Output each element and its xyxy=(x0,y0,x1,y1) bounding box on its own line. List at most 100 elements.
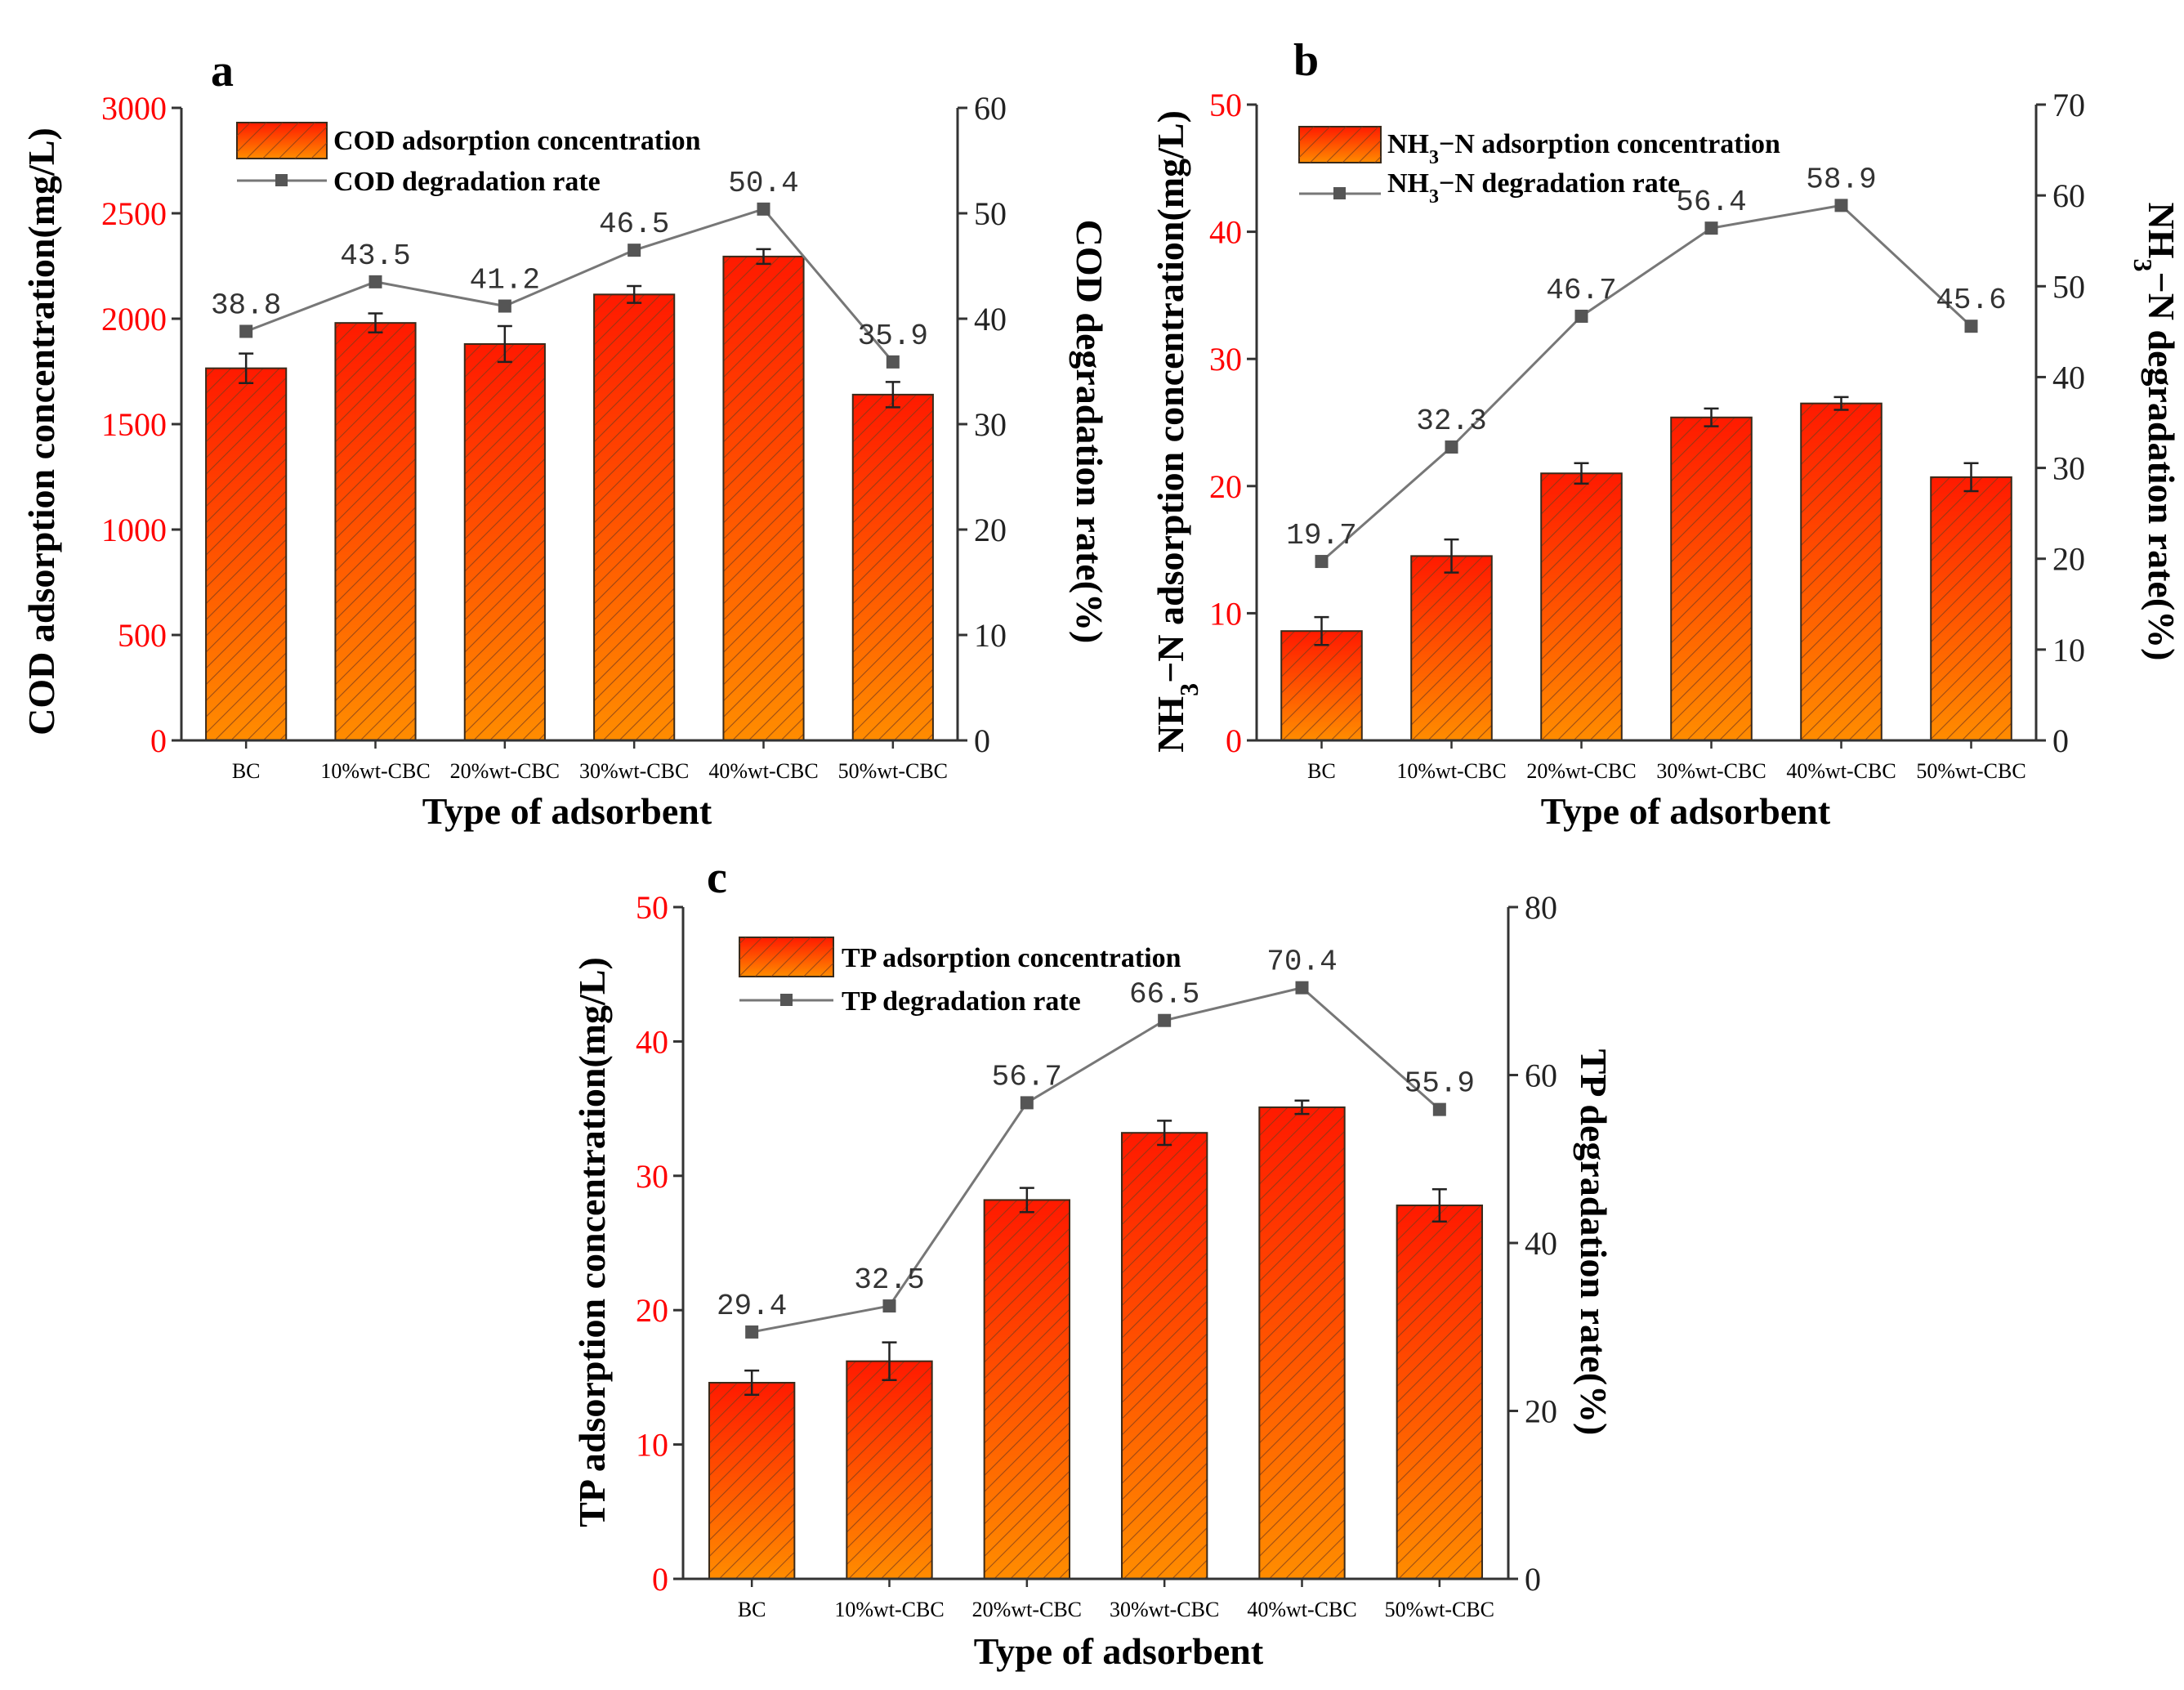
panel-c-category-label-1: 10%wt-CBC xyxy=(834,1598,944,1621)
panel-b-category-label-3: 30%wt-CBC xyxy=(1656,759,1766,783)
panel-b-bar-hatch-3 xyxy=(1670,416,1753,741)
panel-b-bar-hatch-0 xyxy=(1280,630,1363,742)
panel-c-right-tick-label-3: 60 xyxy=(1525,1057,1557,1094)
panel-c-legend-line-label: TP degradation rate xyxy=(842,986,1081,1017)
panel-c-x-axis-title: Type of adsorbent xyxy=(974,1630,1264,1672)
panel-a-category-label-2: 20%wt-CBC xyxy=(450,759,560,783)
panel-b-line-marker-4 xyxy=(1834,199,1848,212)
panel-a-legend-line-label: COD degradation rate xyxy=(333,167,601,197)
panel-a-left-tick-label-0: 0 xyxy=(150,722,167,759)
panel-a-category-label-0: BC xyxy=(232,759,261,783)
panel-c-line-marker-0 xyxy=(745,1325,759,1339)
panel-a-right-tick-label-2: 20 xyxy=(974,512,1007,548)
panel-b-right-tick-label-7: 70 xyxy=(2052,87,2085,123)
panel-a-line-marker-0 xyxy=(239,324,253,338)
panel-c-data-label-2: 56.7 xyxy=(992,1060,1062,1093)
panel-c-data-label-3: 66.5 xyxy=(1129,978,1199,1012)
panel-a-legend: COD adsorption concentration COD degrada… xyxy=(236,122,701,197)
panel-b-bar-hatch-5 xyxy=(1930,476,2012,742)
panel-a-legend-bar-label: COD adsorption concentration xyxy=(333,126,701,156)
panel-a-data-label-3: 46.5 xyxy=(599,208,669,241)
panel-c-category-label-4: 40%wt-CBC xyxy=(1247,1598,1356,1621)
panel-c-legend-marker xyxy=(780,994,793,1006)
panel-c-bar-hatch-1 xyxy=(846,1360,933,1580)
panel-c: c 0 10 20 30 40 50 0 20 40 60 80 BC 10%wt-CBC 20%wt-C… xyxy=(571,852,1615,1672)
panel-c-left-tick-label-5: 50 xyxy=(636,889,668,926)
panel-b-bar-hatch-4 xyxy=(1800,402,1883,741)
panel-a-right-tick-label-0: 0 xyxy=(974,722,990,759)
panel-b-category-label-5: 50%wt-CBC xyxy=(1916,759,2025,783)
panel-c-bar-hatch-3 xyxy=(1120,1132,1208,1580)
panel-a-plot: 0 500 1000 1500 2000 2500 3000 0 10 20 30 40 50 60 BC 1… xyxy=(101,90,1007,783)
panel-b-left-tick-label-3: 30 xyxy=(1209,341,1242,378)
panel-b-left-axis-title: NH3−N adsorption concentration(mg/L) xyxy=(1150,110,1204,753)
panel-c-category-label-0: BC xyxy=(738,1598,766,1621)
panel-c-left-tick-label-4: 40 xyxy=(636,1023,668,1060)
panel-b-label: b xyxy=(1293,35,1319,86)
panel-c-label: c xyxy=(707,852,727,903)
panel-b-category-label-0: BC xyxy=(1307,759,1336,783)
panel-b-legend-bar-swatch-hatch xyxy=(1299,127,1381,163)
panel-a-left-tick-label-4: 2000 xyxy=(101,301,167,338)
panel-c-line-marker-5 xyxy=(1432,1102,1446,1116)
panel-a-line-marker-2 xyxy=(498,299,511,313)
panel-c-category-label-3: 30%wt-CBC xyxy=(1110,1598,1219,1621)
panel-a: a 0 500 1000 1500 2000 2500 3000 0 10 20 30 40 50 60 B… xyxy=(20,46,1110,832)
panel-b-category-label-1: 10%wt-CBC xyxy=(1396,759,1506,783)
panel-a-line-marker-1 xyxy=(368,275,382,288)
panel-a-bar-hatch-2 xyxy=(463,342,546,741)
panel-b-left-tick-label-5: 50 xyxy=(1209,87,1242,123)
panel-a-data-label-4: 50.4 xyxy=(728,167,798,200)
panel-b-legend-marker xyxy=(1333,187,1346,199)
panel-b-x-axis-title: Type of adsorbent xyxy=(1541,790,1831,832)
panel-c-right-tick-label-0: 0 xyxy=(1525,1561,1541,1598)
panel-a-line-marker-5 xyxy=(886,355,900,369)
panel-c-category-label-5: 50%wt-CBC xyxy=(1385,1598,1494,1621)
panel-b-line-marker-5 xyxy=(1964,320,1978,333)
panel-a-right-tick-label-5: 50 xyxy=(974,195,1007,232)
panel-b-right-tick-label-2: 20 xyxy=(2052,541,2085,578)
panel-b-right-axis-title: NH3−N degradation rate(%) xyxy=(2128,203,2182,661)
panel-a-bar-hatch-0 xyxy=(205,367,288,741)
panel-c-line-marker-2 xyxy=(1020,1096,1034,1110)
panel-c-left-tick-label-3: 30 xyxy=(636,1158,668,1195)
panel-c-data-label-0: 29.4 xyxy=(717,1290,787,1323)
panel-b-data-label-3: 56.4 xyxy=(1676,186,1746,219)
panel-a-legend-marker xyxy=(275,174,288,186)
panel-b-legend-line-label: NH3−N degradation rate xyxy=(1387,168,1680,208)
panel-a-data-label-2: 41.2 xyxy=(470,264,540,297)
panel-b-degradation-line xyxy=(1320,203,1972,563)
panel-b-data-label-4: 58.9 xyxy=(1806,163,1876,196)
panel-b-right-tick-label-3: 30 xyxy=(2052,450,2085,487)
panel-b-line-marker-2 xyxy=(1574,309,1588,323)
panel-c-line-marker-3 xyxy=(1158,1013,1172,1027)
panel-b-line-marker-0 xyxy=(1315,555,1329,569)
panel-a-degradation-line xyxy=(245,208,894,363)
panel-a-left-tick-label-6: 3000 xyxy=(101,90,167,127)
panel-b-data-label-1: 32.3 xyxy=(1416,405,1486,438)
panel-c-bar-hatch-2 xyxy=(983,1199,1071,1580)
panel-a-data-label-1: 43.5 xyxy=(340,239,410,273)
panel-a-left-tick-label-1: 500 xyxy=(118,617,167,654)
panel-a-x-axis-title: Type of adsorbent xyxy=(422,790,712,832)
panel-a-category-label-4: 40%wt-CBC xyxy=(708,759,818,783)
panel-b-left-tick-label-2: 20 xyxy=(1209,468,1242,505)
panel-c-bar-hatch-4 xyxy=(1258,1106,1346,1580)
panel-b-data-label-0: 19.7 xyxy=(1286,519,1356,552)
panel-c-right-axis-title: TP degradation rate(%) xyxy=(1573,1049,1615,1436)
panel-b-right-tick-label-4: 40 xyxy=(2052,359,2085,396)
panel-b: b 0 10 20 30 40 50 0 10 20 30 40 50 60 70 BC 10%wt-CBC 2… xyxy=(1150,35,2182,832)
panel-a-bar-hatch-3 xyxy=(593,293,676,741)
panel-a-line-marker-4 xyxy=(757,202,770,216)
panel-c-left-axis-title: TP adsorption concentration(mg/L) xyxy=(571,957,613,1527)
panel-b-left-tick-label-4: 40 xyxy=(1209,214,1242,251)
panel-c-data-label-4: 70.4 xyxy=(1266,946,1337,979)
panel-b-category-label-2: 20%wt-CBC xyxy=(1526,759,1636,783)
panel-a-right-axis-title: COD degradation rate(%) xyxy=(1069,220,1110,644)
panel-c-right-tick-label-4: 80 xyxy=(1525,889,1557,926)
panel-a-left-tick-label-3: 1500 xyxy=(101,406,167,443)
panel-c-right-tick-label-2: 40 xyxy=(1525,1225,1557,1262)
panel-b-bar-hatch-2 xyxy=(1540,472,1623,741)
panel-c-data-label-1: 32.5 xyxy=(854,1263,924,1297)
panel-a-left-tick-label-5: 2500 xyxy=(101,195,167,232)
